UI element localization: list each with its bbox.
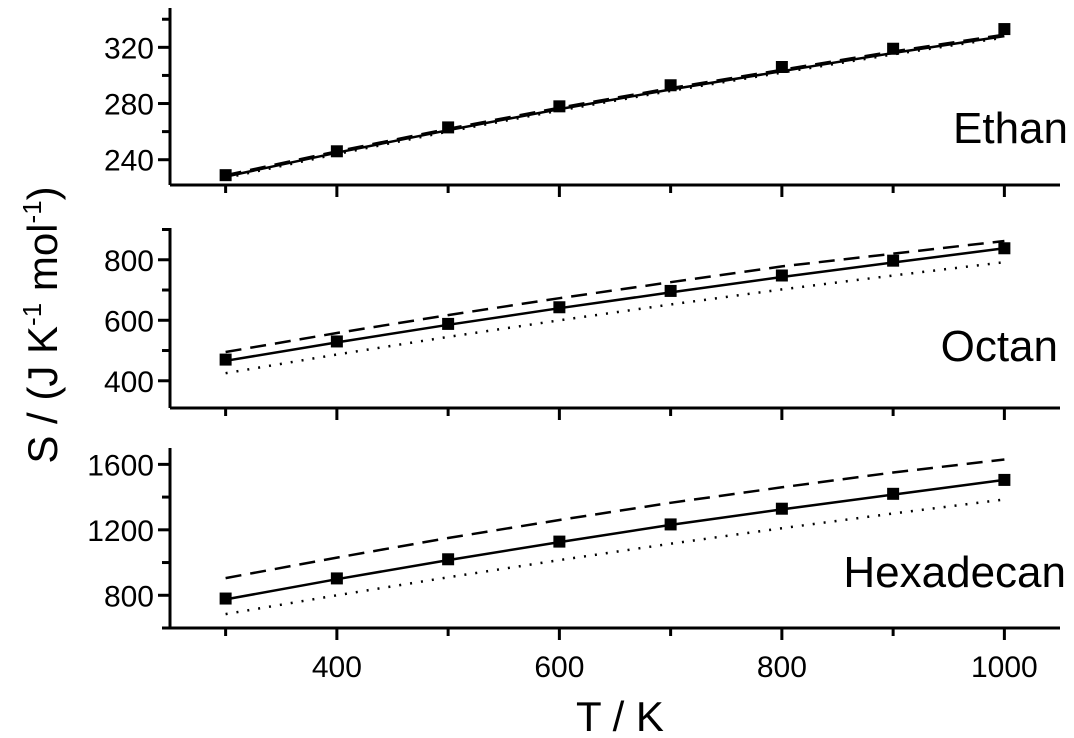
y-axis-title: S / (J K-1 mol-1) <box>17 186 66 463</box>
y-tick-label: 280 <box>104 89 154 122</box>
panel-hexadecan: 800 1200 1600 Hexadecan <box>87 448 1066 640</box>
series-line-dashed <box>225 239 1005 354</box>
x-axis-title: T / K <box>576 693 664 738</box>
y-tick-label: 240 <box>104 145 154 178</box>
data-point <box>998 23 1011 36</box>
y-axis-title-sup2: -1 <box>17 200 47 223</box>
panel-ethan: 240 280 320 Ethan <box>104 8 1068 197</box>
x-tick-label: 1000 <box>971 651 1038 684</box>
y-tick-label: 320 <box>104 32 154 65</box>
y-axis-title-sup1: -1 <box>17 303 47 326</box>
y-tick-label: 1600 <box>87 449 154 482</box>
y-tick-label: 400 <box>104 366 154 399</box>
data-point <box>442 121 455 134</box>
panel-label: Hexadecan <box>843 548 1066 597</box>
y-axis-title-suffix: ) <box>19 186 66 200</box>
y-tick-label: 800 <box>104 245 154 278</box>
chart-panels: 240 280 320 Ethan 400 600 800 Octan 800 1200 1600 H… <box>87 8 1068 640</box>
y-axis-title-middle: mol <box>19 223 66 302</box>
y-tick-label: 800 <box>104 580 154 613</box>
series-line-solid <box>225 478 1005 601</box>
series-line-dashed <box>225 458 1005 580</box>
series-line-dotted <box>225 36 1005 180</box>
x-tick-label: 800 <box>757 651 807 684</box>
series-line-solid <box>225 34 1005 178</box>
y-tick-label: 1200 <box>87 515 154 548</box>
x-tick-label: 400 <box>312 651 362 684</box>
x-axis: 400 600 800 1000 <box>312 651 1038 684</box>
data-point <box>887 254 900 267</box>
series-line-dashed <box>225 33 1005 177</box>
y-axis-title-prefix: S / (J K <box>19 326 66 464</box>
x-tick-label: 600 <box>534 651 584 684</box>
series-line-solid <box>225 247 1005 363</box>
panel-label: Octan <box>941 322 1058 371</box>
panel-octan: 400 600 800 Octan <box>104 228 1060 420</box>
series-line-dotted <box>225 260 1005 375</box>
y-tick-label: 600 <box>104 305 154 338</box>
panel-label: Ethan <box>953 104 1068 153</box>
